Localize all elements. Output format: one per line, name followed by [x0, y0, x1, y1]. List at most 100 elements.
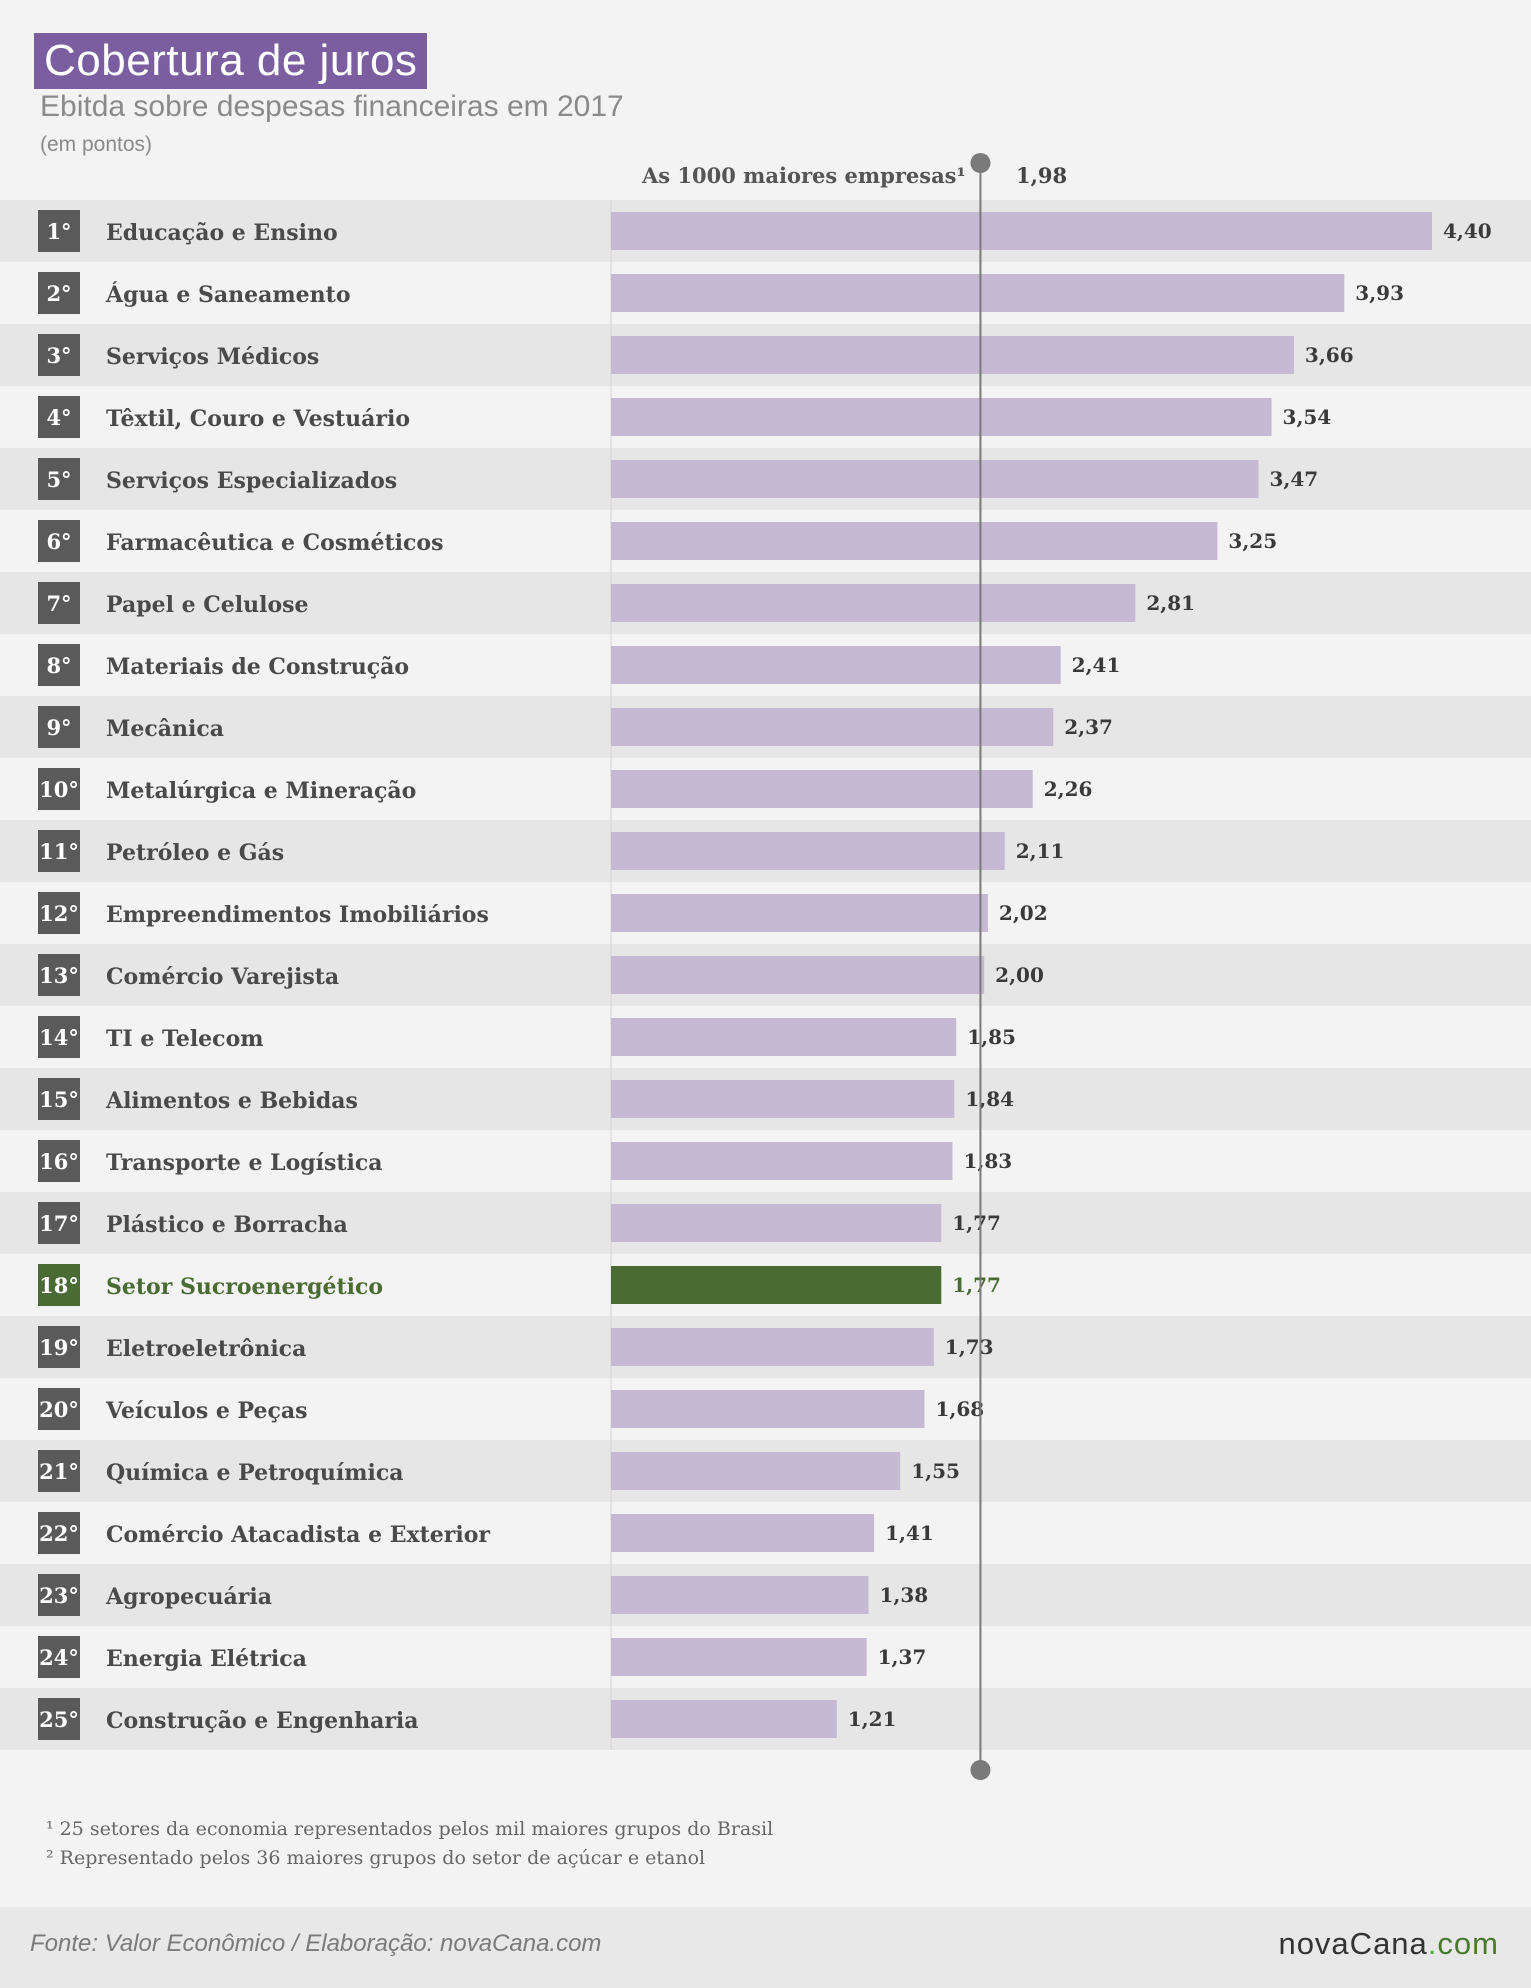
value-label: 1,21: [848, 1707, 897, 1731]
rank-label: 2°: [46, 281, 71, 306]
category-label: TI e Telecom: [106, 1026, 264, 1052]
chart-unit: (em pontos): [40, 133, 153, 156]
bar: [611, 1328, 934, 1366]
value-label: 2,00: [995, 963, 1044, 987]
bar: [611, 832, 1005, 870]
category-label: Empreendimentos Imobiliários: [106, 902, 489, 928]
rank-badge: [38, 768, 80, 810]
rank-badge: [38, 1078, 80, 1120]
bar: [611, 1204, 942, 1242]
rank-label: 15°: [39, 1087, 79, 1112]
bar: [611, 398, 1272, 436]
rank-label: 9°: [46, 715, 71, 740]
footnote-1: ¹ 25 setores da economia representados p…: [46, 1818, 774, 1840]
category-label: Transporte e Logística: [106, 1150, 383, 1176]
rank-label: 8°: [46, 653, 71, 678]
rank-label: 22°: [39, 1521, 79, 1546]
category-label: Comércio Atacadista e Exterior: [106, 1522, 490, 1548]
category-label: Metalúrgica e Mineração: [106, 778, 416, 804]
value-label: 1,37: [878, 1645, 927, 1669]
bar: [611, 1142, 953, 1180]
rank-label: 6°: [46, 529, 71, 554]
category-label: Comércio Varejista: [106, 964, 339, 990]
reference-line-label: As 1000 maiores empresas¹: [642, 163, 966, 188]
category-label: Têxtil, Couro e Vestuário: [106, 406, 410, 432]
reference-line-top-dot: [970, 153, 991, 173]
value-label: 2,37: [1064, 715, 1113, 739]
value-label: 3,54: [1283, 405, 1332, 429]
bar: [611, 522, 1218, 560]
value-label: 1,83: [963, 1149, 1012, 1173]
category-label: Agropecuária: [105, 1584, 272, 1610]
footer-band: [0, 1907, 1531, 1988]
bar: [611, 1700, 837, 1738]
rank-badge: [38, 706, 80, 748]
value-label: 1,38: [879, 1583, 928, 1607]
value-label: 3,25: [1228, 529, 1277, 553]
rank-badge: [38, 1326, 80, 1368]
category-label: Alimentos e Bebidas: [105, 1088, 358, 1114]
bar: [611, 1080, 955, 1118]
category-label: Plástico e Borracha: [106, 1212, 348, 1238]
value-label: 2,02: [999, 901, 1048, 925]
value-label: 2,81: [1146, 591, 1195, 615]
value-label: 2,26: [1044, 777, 1093, 801]
source-credit: Fonte: Valor Econômico / Elaboração: nov…: [30, 1930, 602, 1957]
chart-title: Cobertura de juros: [34, 33, 428, 89]
rank-badge: [38, 892, 80, 934]
category-label: Setor Sucroenergético: [106, 1274, 383, 1300]
category-label: Mecânica: [106, 716, 224, 742]
rank-badge: [38, 1388, 80, 1430]
value-label: 1,55: [911, 1459, 960, 1483]
value-label: 1,41: [885, 1521, 934, 1545]
rank-label: 1°: [46, 219, 71, 244]
value-label: 2,41: [1072, 653, 1121, 677]
rank-badge: [38, 1016, 80, 1058]
value-label: 3,93: [1355, 281, 1404, 305]
value-label: 3,66: [1305, 343, 1354, 367]
category-label: Papel e Celulose: [106, 592, 309, 618]
bar: [611, 1576, 869, 1614]
rank-badge: [38, 1264, 80, 1306]
rank-badge: [38, 1574, 80, 1616]
rank-label: 16°: [39, 1149, 79, 1174]
bar: [611, 584, 1136, 622]
category-label: Materiais de Construção: [106, 654, 409, 680]
novacana-logo: novaCana.com: [1278, 1926, 1499, 1962]
value-label: 1,68: [935, 1397, 984, 1421]
rank-label: 21°: [39, 1459, 79, 1484]
rank-badge: [38, 1698, 80, 1740]
value-label: 4,40: [1443, 219, 1492, 243]
rank-label: 7°: [46, 591, 71, 616]
rank-label: 5°: [46, 467, 71, 492]
category-label: Educação e Ensino: [106, 220, 338, 246]
chart-subtitle: Ebitda sobre despesas financeiras em 201…: [40, 90, 624, 123]
rank-badge: [38, 1512, 80, 1554]
rank-badge: [38, 210, 80, 252]
bar: [611, 460, 1259, 498]
bar: [611, 1390, 925, 1428]
category-label: Serviços Especializados: [106, 468, 397, 494]
logo-main: novaCana: [1278, 1926, 1428, 1961]
rank-label: 12°: [39, 901, 79, 926]
category-label: Química e Petroquímica: [106, 1460, 404, 1486]
bar: [611, 708, 1054, 746]
value-label: 1,77: [952, 1211, 1001, 1235]
rank-badge: [38, 334, 80, 376]
category-label: Serviços Médicos: [106, 344, 319, 370]
bar: [611, 1514, 875, 1552]
rank-label: 3°: [46, 343, 71, 368]
bar: [611, 956, 985, 994]
bar: [611, 1018, 957, 1056]
category-label: Farmacêutica e Cosméticos: [106, 530, 444, 556]
rank-badge: [38, 1140, 80, 1182]
rank-label: 17°: [39, 1211, 79, 1236]
category-label: Energia Elétrica: [106, 1646, 307, 1672]
reference-line-bottom-dot: [970, 1760, 991, 1780]
bar: [611, 274, 1345, 312]
rank-label: 20°: [39, 1397, 79, 1422]
category-label: Água e Saneamento: [105, 281, 351, 308]
rank-label: 24°: [39, 1645, 79, 1670]
rank-label: 25°: [39, 1707, 79, 1732]
value-label: 1,84: [965, 1087, 1014, 1111]
